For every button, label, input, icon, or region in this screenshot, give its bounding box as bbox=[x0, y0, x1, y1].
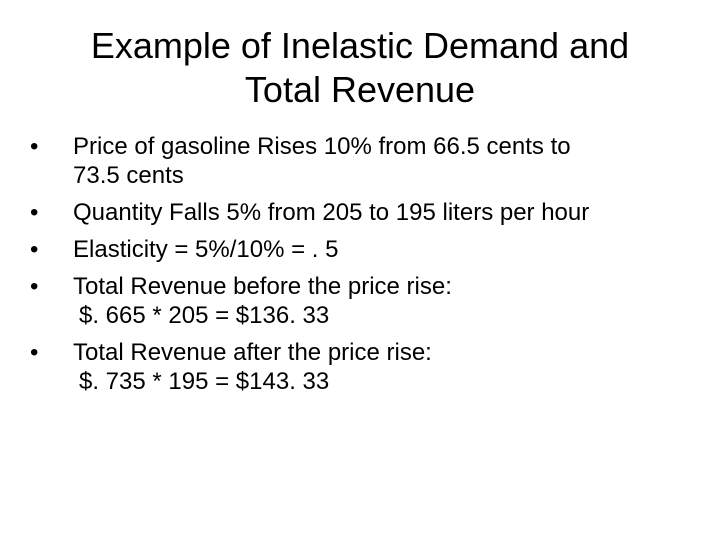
bullet-point-icon: • bbox=[30, 273, 39, 300]
bullet-item-quantity: • Quantity Falls 5% from 205 to 195 lite… bbox=[30, 198, 700, 227]
bullet-text: Quantity Falls 5% from 205 to 195 liters… bbox=[73, 199, 590, 226]
bullet-text: Total Revenue after the price rise: bbox=[73, 339, 432, 366]
bullet-item-revenue-after: • Total Revenue after the price rise: $.… bbox=[30, 338, 700, 396]
bullet-point-icon: • bbox=[30, 236, 39, 263]
bullet-point-icon: • bbox=[30, 133, 39, 160]
bullet-text: Total Revenue before the price rise: bbox=[73, 273, 452, 300]
slide-title: Example of Inelastic Demand and Total Re… bbox=[0, 24, 720, 112]
bullet-text: Price of gasoline Rises 10% from 66.5 ce… bbox=[73, 133, 571, 160]
bullet-item-elasticity: • Elasticity = 5%/10% = . 5 bbox=[30, 235, 700, 264]
slide-title-line-2: Total Revenue bbox=[244, 69, 476, 110]
bullet-item-revenue-before: • Total Revenue before the price rise: $… bbox=[30, 272, 700, 330]
slide-title-line-1: Example of Inelastic Demand and bbox=[90, 25, 630, 66]
bullet-text: Elasticity = 5%/10% = . 5 bbox=[73, 236, 339, 263]
bullet-list: • Price of gasoline Rises 10% from 66.5 … bbox=[30, 132, 700, 404]
revenue-calculation: $. 735 * 195 = $143. 33 bbox=[79, 368, 330, 395]
revenue-calculation: $. 665 * 205 = $136. 33 bbox=[79, 302, 330, 329]
bullet-item-price: • Price of gasoline Rises 10% from 66.5 … bbox=[30, 132, 700, 190]
bullet-point-icon: • bbox=[30, 339, 39, 366]
bullet-text-continuation: 73.5 cents bbox=[73, 162, 184, 189]
bullet-point-icon: • bbox=[30, 199, 39, 226]
